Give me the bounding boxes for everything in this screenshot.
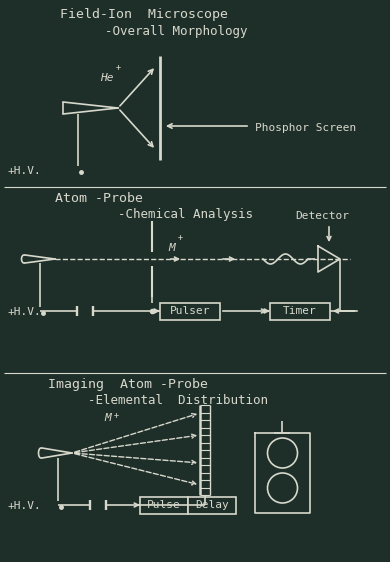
- FancyBboxPatch shape: [188, 497, 236, 514]
- Text: Atom -Probe: Atom -Probe: [55, 192, 143, 205]
- Text: Pulse: Pulse: [147, 501, 181, 510]
- Text: Timer: Timer: [283, 306, 317, 316]
- Text: -Chemical Analysis: -Chemical Analysis: [118, 208, 253, 221]
- Text: +: +: [116, 63, 121, 72]
- FancyBboxPatch shape: [270, 303, 330, 320]
- Text: Pulser: Pulser: [170, 306, 210, 316]
- Text: +H.V.: +H.V.: [8, 501, 42, 511]
- Text: He: He: [100, 73, 113, 83]
- Text: +: +: [178, 233, 183, 242]
- Text: -Elemental  Distribution: -Elemental Distribution: [88, 394, 268, 407]
- Text: Delay: Delay: [195, 501, 229, 510]
- Text: Phosphor Screen: Phosphor Screen: [255, 123, 356, 133]
- Text: M: M: [168, 243, 175, 253]
- Text: M: M: [104, 413, 111, 423]
- Text: Imaging  Atom -Probe: Imaging Atom -Probe: [48, 378, 208, 391]
- FancyBboxPatch shape: [160, 303, 220, 320]
- Text: -Overall Morphology: -Overall Morphology: [105, 25, 248, 38]
- Text: +H.V.: +H.V.: [8, 307, 42, 317]
- Text: Detector: Detector: [295, 211, 349, 221]
- Text: +H.V.: +H.V.: [8, 166, 42, 176]
- FancyBboxPatch shape: [140, 497, 188, 514]
- Text: Field-Ion  Microscope: Field-Ion Microscope: [60, 8, 228, 21]
- Text: +: +: [114, 411, 119, 420]
